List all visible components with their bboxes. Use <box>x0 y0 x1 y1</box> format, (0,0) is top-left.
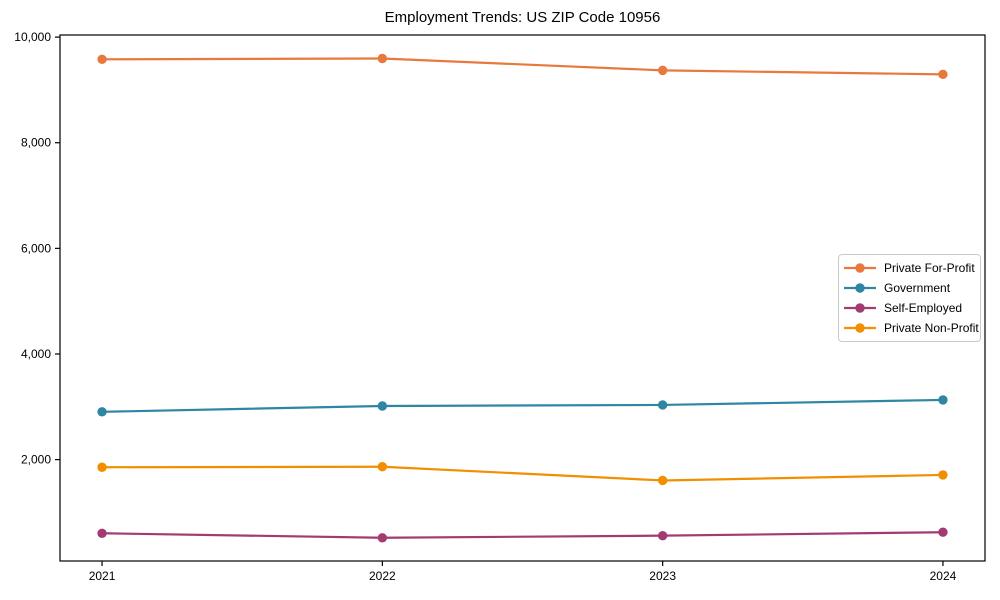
series-marker-private-for-profit-2022 <box>377 53 388 64</box>
series-marker-self-employed-2022 <box>377 533 388 543</box>
y-axis-tick-label-6000: 6,000 <box>21 241 51 255</box>
legend-item-private-for-profit: Private For-Profit <box>839 258 980 278</box>
y-axis-tick-label-10000: 10,000 <box>14 30 51 44</box>
x-axis-tick-label-2021: 2021 <box>89 569 116 583</box>
legend-label-private-for-profit: Private For-Profit <box>884 261 975 275</box>
legend: Private For-Profit Government Self-Employe… <box>838 254 981 342</box>
series-marker-government-2022 <box>377 401 388 411</box>
axes-spines <box>59 34 986 562</box>
chart-title: Employment Trends: US ZIP Code 10956 <box>384 9 661 26</box>
y-axis-tick-label-8000: 8,000 <box>21 136 51 150</box>
x-axis-tick-label-2022: 2022 <box>369 569 396 583</box>
series-line-private-non-profit <box>100 465 945 482</box>
legend-item-private-non-profit: Private Non-Profit <box>839 318 980 338</box>
y-axis-tick-label-2000: 2,000 <box>21 453 51 467</box>
x-axis-tick-label-2024: 2024 <box>930 569 957 583</box>
series-marker-government-2023 <box>657 400 668 410</box>
series-marker-government-2021 <box>97 407 107 417</box>
series-line-private-for-profit <box>100 57 945 76</box>
series-marker-private-for-profit-2021 <box>97 54 107 64</box>
series-marker-private-non-profit-2024 <box>938 470 948 480</box>
legend-marker-private-non-profit-icon <box>844 323 876 333</box>
legend-label-government: Government <box>884 281 951 295</box>
series-line-self-employed <box>100 531 945 539</box>
legend-item-government: Government <box>839 278 980 298</box>
series-marker-private-non-profit-2022 <box>377 462 388 472</box>
series-marker-private-non-profit-2023 <box>657 475 668 486</box>
legend-item-self-employed: Self-Employed <box>839 298 980 318</box>
x-axis-tick-label-2023: 2023 <box>649 569 676 583</box>
legend-label-self-employed: Self-Employed <box>884 301 963 315</box>
series-marker-government-2024 <box>938 395 948 405</box>
series-marker-private-for-profit-2023 <box>657 65 668 76</box>
legend-marker-private-for-profit-icon <box>844 263 876 273</box>
y-axis-tick-label-4000: 4,000 <box>21 347 51 361</box>
legend-label-private-non-profit: Private Non-Profit <box>884 321 979 335</box>
series-marker-private-non-profit-2021 <box>97 462 107 472</box>
legend-marker-self-employed-icon <box>844 303 876 313</box>
series-marker-self-employed-2021 <box>97 528 107 538</box>
series-marker-self-employed-2024 <box>938 527 948 537</box>
series-marker-self-employed-2023 <box>657 530 668 541</box>
series-marker-private-for-profit-2024 <box>938 69 948 80</box>
legend-marker-government-icon <box>844 283 876 293</box>
series-line-government <box>100 398 945 413</box>
